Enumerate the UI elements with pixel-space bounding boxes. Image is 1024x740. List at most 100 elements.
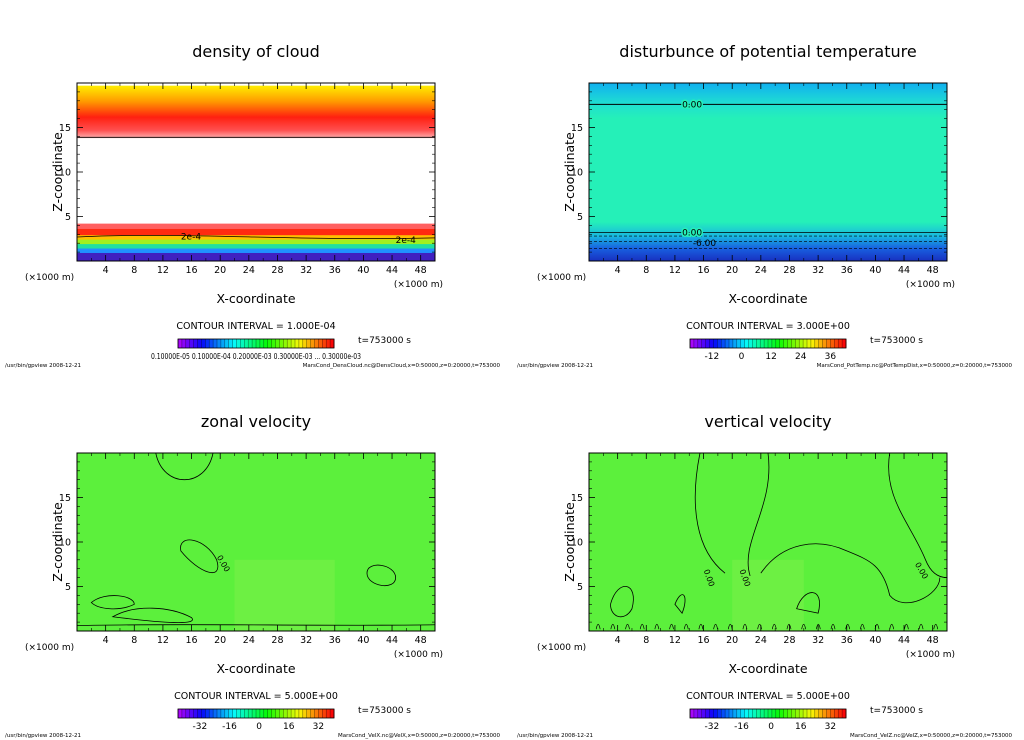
colorbar-swatch [275,709,280,718]
colorbar-swatch [256,339,261,348]
x-axis-label: X-coordinate [216,661,295,676]
colorbar-swatch [220,709,226,718]
colorbar-swatch [283,709,288,718]
x-tick-label: 8 [131,265,137,276]
x-tick-label: 12 [157,265,169,276]
y-axis-label: Z-coordinate [50,132,65,212]
colorbar-swatch [842,339,847,348]
contour-line [713,623,718,630]
colorbar-swatch [701,339,707,348]
x-tick-label: 20 [214,265,226,276]
plot-background [589,83,947,261]
colorbar-tick-label: 12 [765,352,776,362]
colorbar-swatch [326,339,331,348]
colorbar-swatch [267,339,273,348]
colorbar-swatch [717,709,722,718]
contour-line [786,623,792,630]
colorbar-swatch [205,339,210,348]
contour-line [796,592,820,614]
colorbar-swatch [189,339,195,348]
chart-panel-2: disturbunce of potential temperature 0.00… [512,0,1024,370]
y-axis-label: Z-coordinate [50,502,65,582]
colorbar-swatch [787,339,792,348]
colorbar-swatch [271,709,276,718]
x-tick-label: 36 [329,265,341,276]
y-tick-label: 15 [571,123,583,134]
colorbar-swatch [713,709,718,718]
contour-line [904,623,909,630]
colorbar-swatch [228,339,234,348]
colorbar-swatch [842,709,847,718]
contour-line [760,543,941,604]
contour-line [757,623,762,630]
colorbar-swatch [209,339,214,348]
colorbar-swatch [310,339,315,348]
colorbar-swatch [189,709,195,718]
x-tick-label: 40 [357,265,369,276]
contour-line [683,623,689,630]
time-label: t=753000 s [870,336,923,346]
contour-line [771,623,777,630]
colorbar-tick-label: -32 [192,722,207,732]
plot-field: 0.000.00-6.00 [589,83,947,261]
colorbar-swatch [748,709,753,718]
colorbar-swatch [236,339,241,348]
colorbar-swatch [291,339,296,348]
colorbar-swatch [209,709,214,718]
y-tick-label: 5 [577,212,583,223]
time-label: t=753000 s [358,706,411,716]
x-tick-label: 12 [669,265,681,276]
contour-line [742,623,748,630]
x-tick-label: 44 [898,635,910,646]
colorbar-swatch [298,709,304,718]
colorbar-swatch [197,709,202,718]
contour-line [76,234,436,240]
colorbar-swatch [803,339,808,348]
chart-title: zonal velocity [201,412,311,431]
x-tick-label: 4 [103,265,109,276]
x-tick-label: 28 [783,265,795,276]
colorbar-swatch [732,709,738,718]
colorbar-swatch [217,339,222,348]
footer-left: /usr/bin/gpview 2008-12-21 [517,733,593,739]
contour-line [111,607,193,623]
chart-svg: disturbunce of potential temperature 0.00… [517,42,1012,369]
x-unit-label: (×1000 m) [25,273,74,283]
colorbar-swatch [271,339,276,348]
colorbar-swatch [775,709,781,718]
colorbar-frame [177,708,335,719]
colorbar-tick-label: 0 [739,352,745,362]
x-tick-label: 16 [698,265,710,276]
contour-label: 0.00 [682,229,702,239]
lower-cloud-band [77,252,435,261]
colorbar-swatch [799,709,804,718]
colorbar-swatch [240,709,245,718]
colorbar-swatch [791,339,796,348]
colorbar-swatch [752,709,757,718]
colorbar-swatch [725,339,730,348]
colorbar-swatch [826,709,831,718]
x-tick-label: 16 [186,265,198,276]
colorbar-swatch [697,709,703,718]
x-tick-label: 36 [329,635,341,646]
y-tick-label: 5 [577,582,583,593]
colorbar-swatch [740,709,746,718]
colorbar-tick-label: -16 [222,722,237,732]
colorbar-swatch [771,339,777,348]
colorbar-tick-label: 36 [825,352,837,362]
colorbar-swatch [197,339,202,348]
contour-line [76,624,436,627]
contour-line [639,623,645,630]
colorbar-swatch [822,709,827,718]
colorbar-swatch [295,709,300,718]
contour-line [610,623,616,630]
y-axis-label: Z-coordinate [562,502,577,582]
contour-label: 2e-4 [396,236,417,246]
colorbar-swatch [240,339,245,348]
colorbar-swatch [783,339,788,348]
y-tick-label: 10 [571,538,583,549]
colorbar-swatch [201,339,206,348]
colorbar-tick-label: 0 [768,722,774,732]
colorbar-swatch [693,709,699,718]
